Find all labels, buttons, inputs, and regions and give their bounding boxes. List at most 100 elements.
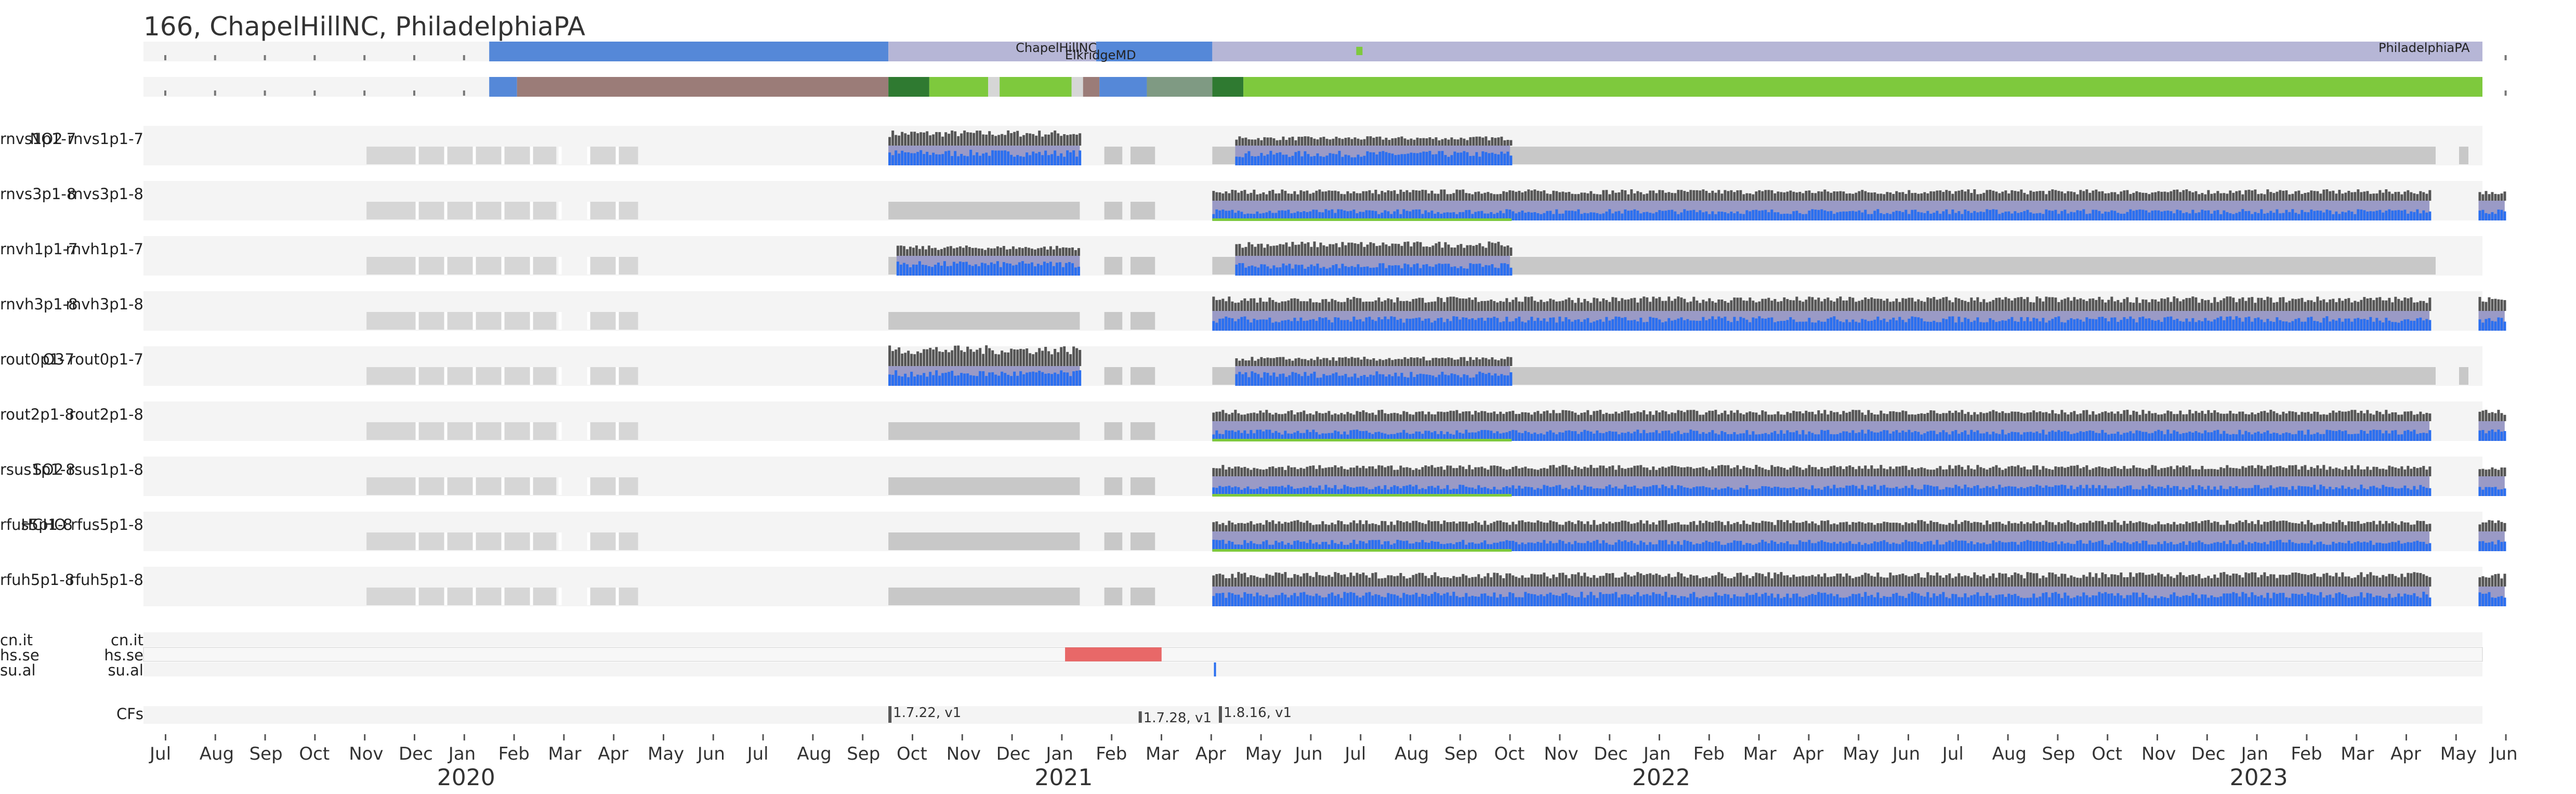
- dark-histogram-bar: [1465, 298, 1468, 311]
- dark-histogram-bar: [1434, 301, 1437, 311]
- blue-histogram-bar: [1450, 267, 1453, 276]
- dark-histogram-bar: [1758, 301, 1761, 311]
- blue-histogram-bar: [1571, 211, 1574, 220]
- blue-histogram-bar: [2360, 485, 2363, 496]
- dark-histogram-bar: [1356, 193, 1359, 201]
- blue-histogram-bar: [1415, 542, 1418, 551]
- blue-histogram-bar: [1574, 487, 1577, 496]
- blue-histogram-bar: [1533, 321, 1536, 331]
- dark-histogram-bar: [1318, 465, 1321, 476]
- blue-histogram-bar: [1443, 212, 1446, 220]
- dark-histogram-bar: [1568, 192, 1571, 201]
- dark-histogram-bar: [1272, 358, 1276, 366]
- dark-histogram-bar: [1624, 468, 1627, 476]
- dark-histogram-bar: [2428, 297, 2432, 311]
- dark-histogram-bar: [1571, 300, 1574, 311]
- dark-histogram-bar: [2032, 465, 2035, 476]
- dark-histogram-bar: [1424, 465, 1427, 476]
- blue-histogram-bar: [2045, 322, 2048, 331]
- dark-histogram-bar: [1720, 522, 1724, 531]
- blue-histogram-bar: [1315, 432, 1318, 441]
- dark-histogram-bar: [1917, 413, 1920, 421]
- dark-histogram-bar: [1789, 523, 1792, 531]
- dark-histogram-bar: [2485, 191, 2488, 201]
- dark-histogram-bar: [1276, 357, 1279, 366]
- dark-histogram-bar: [2023, 413, 2026, 421]
- blue-histogram-bar: [1515, 542, 1518, 551]
- blue-histogram-bar: [1388, 153, 1391, 165]
- dark-histogram-bar: [1362, 302, 1365, 311]
- blue-histogram-bar: [999, 267, 1002, 276]
- blue-histogram-bar: [2410, 211, 2413, 220]
- blue-histogram-bar: [1340, 434, 1343, 441]
- blue-histogram-bar: [2120, 320, 2123, 331]
- dark-histogram-bar: [1318, 189, 1321, 201]
- blue-histogram-bar: [1518, 432, 1521, 441]
- dark-histogram-bar: [1288, 137, 1291, 146]
- dark-histogram-bar: [2488, 297, 2491, 311]
- blue-histogram-bar: [1394, 372, 1397, 386]
- blue-histogram-bar: [2173, 430, 2176, 441]
- blue-histogram-bar: [2332, 489, 2335, 496]
- dark-histogram-bar: [2151, 299, 2154, 311]
- blue-histogram-bar: [1961, 540, 1964, 551]
- dark-histogram-bar: [1618, 522, 1621, 531]
- dark-histogram-bar: [1911, 297, 1914, 311]
- blue-histogram-bar: [2388, 209, 2391, 220]
- dark-histogram-bar: [2129, 414, 2132, 421]
- blue-histogram-bar: [1689, 320, 1692, 331]
- dark-histogram-bar: [1855, 302, 1858, 311]
- dark-histogram-bar: [1808, 190, 1811, 201]
- dark-histogram-bar: [2313, 468, 2316, 476]
- dark-histogram-bar: [1989, 301, 1992, 311]
- blue-histogram-bar: [1521, 210, 1524, 220]
- dark-histogram-bar: [2397, 298, 2400, 311]
- track-tick: [164, 55, 166, 60]
- dark-histogram-bar: [2129, 194, 2132, 201]
- blue-histogram-bar: [1349, 487, 1352, 496]
- blue-histogram-bar: [1711, 489, 1714, 496]
- dark-histogram-bar: [2079, 413, 2082, 421]
- blue-histogram-bar: [2020, 434, 2023, 441]
- dark-histogram-bar: [938, 132, 941, 146]
- dark-histogram-bar: [1310, 137, 1313, 146]
- blue-histogram-bar: [965, 262, 968, 276]
- blue-histogram-bar: [2160, 321, 2163, 331]
- blue-histogram-bar: [2410, 320, 2413, 331]
- dark-histogram-bar: [1883, 413, 1886, 421]
- blue-histogram-bar: [1441, 371, 1444, 386]
- dark-histogram-bar: [1964, 470, 1967, 476]
- blue-histogram-bar: [1243, 214, 1246, 220]
- blue-histogram-bar: [1792, 319, 1795, 331]
- dark-histogram-bar: [1399, 301, 1402, 311]
- dark-histogram-bar: [1260, 243, 1263, 256]
- dark-histogram-bar: [2113, 192, 2117, 201]
- dark-histogram-bar: [1390, 522, 1393, 531]
- blue-histogram-bar: [2291, 434, 2294, 441]
- blue-histogram-bar: [1973, 544, 1976, 551]
- dark-histogram-bar: [2407, 522, 2410, 531]
- blue-histogram-bar: [1898, 544, 1901, 551]
- dark-histogram-bar: [1268, 413, 1271, 421]
- blue-histogram-bar: [1268, 429, 1271, 441]
- dark-histogram-bar: [1802, 193, 1805, 201]
- blue-histogram-bar: [2135, 210, 2138, 220]
- blue-histogram-bar: [1954, 213, 1957, 220]
- blue-histogram-bar: [1880, 541, 1883, 551]
- dark-histogram-bar: [1855, 469, 1858, 476]
- dark-histogram-bar: [1052, 249, 1055, 256]
- green-line: [1212, 439, 1512, 441]
- blue-histogram-bar: [1377, 317, 1381, 331]
- blue-histogram-bar: [1589, 486, 1593, 496]
- blue-histogram-bar: [1586, 318, 1589, 331]
- blue-histogram-bar: [2135, 322, 2138, 331]
- dark-histogram-bar: [1621, 520, 1624, 531]
- blue-histogram-bar: [1315, 488, 1318, 496]
- blue-histogram-bar: [1444, 155, 1447, 165]
- dark-histogram-bar: [1986, 412, 1989, 421]
- dark-histogram-bar: [1995, 297, 1998, 311]
- dark-histogram-bar: [1328, 302, 1331, 311]
- data-gap-block: [888, 477, 1080, 495]
- blue-histogram-bar: [1649, 542, 1652, 551]
- blue-histogram-bar: [988, 372, 991, 386]
